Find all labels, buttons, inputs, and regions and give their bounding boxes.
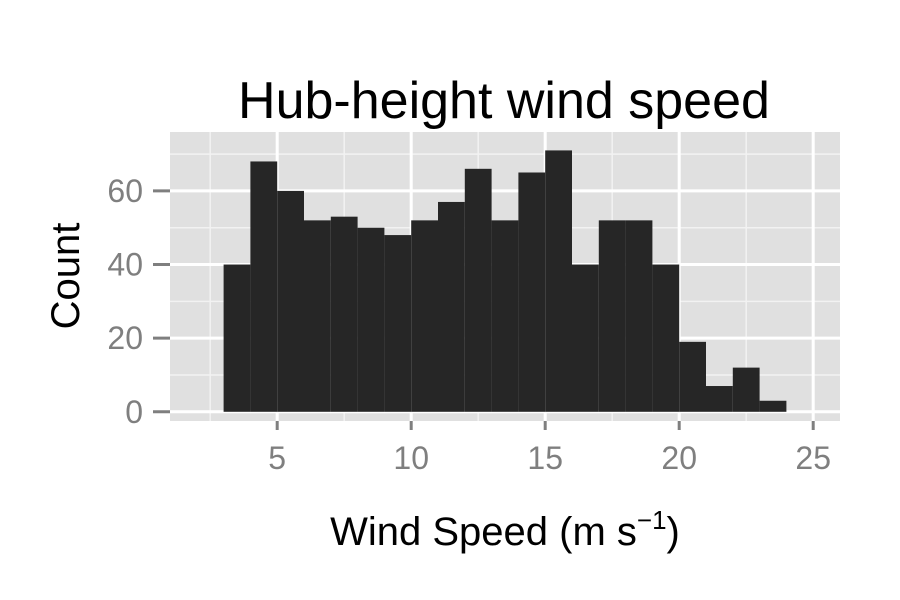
x-tick-label: 25 (795, 440, 831, 476)
histogram-bar (598, 220, 626, 412)
histogram-bar (706, 386, 733, 412)
x-tick-label: 10 (393, 440, 429, 476)
x-axis-title-superscript: −1 (637, 505, 667, 535)
histogram-bar (732, 367, 760, 412)
histogram-bar (491, 220, 519, 412)
y-tick-label: 0 (125, 394, 143, 430)
histogram-bar (759, 400, 787, 412)
x-axis-title-suffix: ) (667, 510, 680, 554)
histogram-bar (223, 264, 251, 412)
histogram-bar (625, 220, 653, 412)
histogram-bar (518, 172, 546, 412)
histogram-bar (572, 264, 599, 412)
y-axis-ticks: 0 20 40 60 (107, 173, 170, 430)
x-tick-label: 20 (661, 440, 697, 476)
histogram-bar (545, 150, 572, 412)
histogram-bar (464, 168, 492, 412)
x-axis-ticks: 5 10 15 20 25 (268, 421, 831, 476)
histogram-bar (438, 201, 465, 412)
histogram-bar (250, 161, 278, 412)
y-tick-label: 60 (107, 173, 143, 209)
y-axis-title: Count (44, 223, 88, 330)
x-tick-label: 5 (268, 440, 286, 476)
y-tick-label: 40 (107, 247, 143, 283)
histogram-bar (384, 235, 412, 412)
histogram-bar (304, 220, 331, 412)
chart-title: Hub-height wind speed (238, 72, 770, 130)
histogram-bars (223, 150, 787, 412)
histogram-bar (330, 216, 358, 412)
histogram-bar (652, 264, 680, 412)
histogram-bar (357, 227, 385, 412)
histogram-bar (411, 220, 438, 412)
histogram-bar (277, 190, 304, 412)
x-tick-label: 15 (527, 440, 563, 476)
y-tick-label: 20 (107, 320, 143, 356)
x-axis-title-main: Wind Speed (m s (330, 510, 637, 554)
x-axis-title: Wind Speed (m s−1) (330, 505, 680, 554)
histogram-bar (679, 341, 706, 412)
